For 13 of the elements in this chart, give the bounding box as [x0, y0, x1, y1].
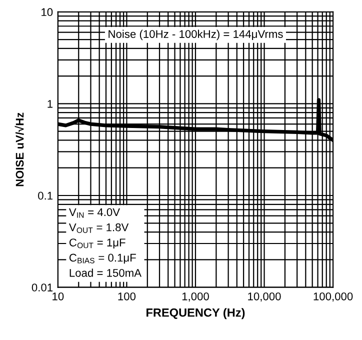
y-tick-label: 0.01 — [32, 284, 53, 292]
x-tick-label: 100 — [118, 292, 136, 300]
x-tick-label: 10,000 — [248, 292, 281, 302]
y-tick-label: 0.1 — [38, 192, 53, 200]
y-tick-label: 1 — [48, 100, 53, 108]
x-tick-label: 1,000 — [182, 292, 209, 302]
y-tick-label: 10 — [42, 8, 53, 16]
y-axis-title: NOISE uV/√Hz — [14, 112, 24, 186]
x-tick-label: 100,000 — [314, 292, 353, 302]
x-tick-label: 10 — [52, 292, 64, 300]
text: V$_{IN}$ = 4.0V V$_{OUT}$ = 1.8V C$_{OUT}$ = 1μF C$_{BIAS}$ = 0.1μF Load = 150mA — [68, 208, 142, 277]
x-axis-title: FREQUENCY (Hz) — [146, 308, 245, 320]
annotation: Noise (10Hz - 100kHz) = 144μVrms — [108, 30, 283, 40]
